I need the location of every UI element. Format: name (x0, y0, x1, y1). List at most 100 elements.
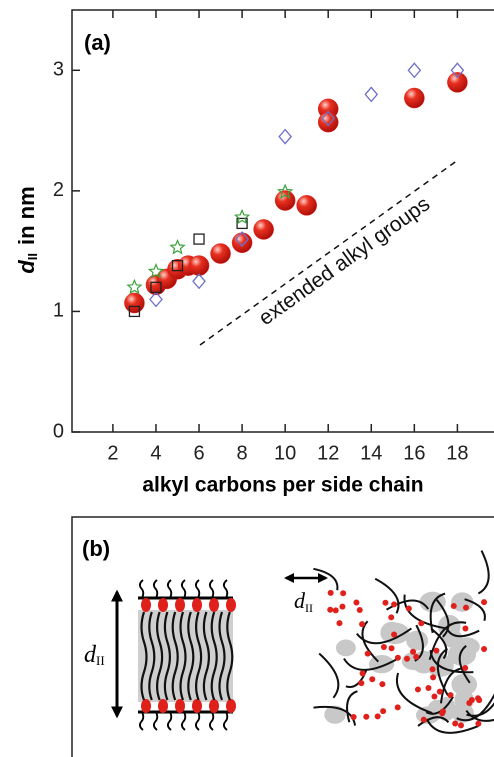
head-dot (369, 676, 376, 683)
head-dot (364, 650, 371, 657)
blob (335, 639, 356, 657)
sphere-marker (296, 195, 317, 216)
chain (425, 718, 479, 734)
alkyl-chain (187, 611, 195, 701)
x-tick-label: 2 (107, 442, 118, 464)
head-dot (462, 625, 469, 632)
y-label-unit: in nm (14, 186, 39, 245)
head-group (158, 699, 168, 713)
head-dot (413, 653, 420, 660)
disordered-network (313, 550, 494, 734)
head-group (141, 699, 151, 713)
head-dot (339, 603, 346, 610)
blob (406, 630, 429, 651)
chain (385, 599, 430, 611)
y-tick-label: 3 (53, 59, 64, 81)
chain (436, 647, 449, 697)
chain (346, 690, 358, 723)
chain-end (166, 579, 173, 599)
head-dot (450, 603, 457, 610)
panel-b: (b) dII dII (71, 516, 494, 757)
head-group (226, 699, 236, 713)
x-tick-label: 18 (446, 442, 468, 464)
head-dot (327, 589, 334, 596)
chain (429, 592, 446, 634)
star-marker (147, 263, 165, 279)
sphere-marker (124, 292, 145, 314)
chain-end (194, 579, 201, 599)
x-tick-label: 14 (360, 442, 382, 464)
diamond-marker (407, 62, 422, 79)
head-dot (410, 648, 417, 655)
head-dot (340, 590, 347, 597)
head-group (175, 699, 185, 713)
diamond-marker (278, 128, 293, 145)
head-dot (462, 604, 469, 611)
diamond-marker (364, 86, 379, 103)
chain (313, 705, 357, 726)
head-dot (388, 645, 395, 652)
diamond-marker (450, 62, 465, 79)
head-dot (481, 646, 488, 653)
chain (396, 672, 433, 715)
annotation: extended alkyl groups (255, 192, 435, 330)
head-dot (433, 647, 440, 654)
sphere-marker (274, 190, 296, 211)
head-dot (418, 620, 425, 627)
head-dot (475, 695, 482, 702)
chain-end (222, 711, 229, 731)
head-dot (405, 605, 412, 612)
chain (403, 594, 446, 630)
head-dot (327, 606, 334, 613)
alkyl-chain (171, 611, 179, 701)
star-marker (126, 278, 143, 295)
head-dot (475, 720, 482, 727)
d-label: dII (84, 642, 105, 668)
axes-frame (71, 9, 494, 433)
head-dot (447, 692, 454, 699)
trend-line (199, 159, 459, 346)
panel-b-label: (b) (82, 536, 110, 561)
head-dot (353, 599, 360, 606)
head-dot (363, 713, 370, 720)
blob (368, 654, 395, 674)
head-dot (382, 599, 389, 606)
x-tick-label: 6 (193, 442, 204, 464)
y-axis-label: dII in nm (14, 186, 41, 273)
x-axis-label: alkyl carbons per side chain (142, 474, 423, 497)
head-dot (374, 713, 381, 720)
chain (456, 693, 494, 722)
square-marker (128, 305, 141, 318)
chain (464, 598, 486, 622)
star-marker (233, 208, 251, 225)
square-marker (193, 233, 205, 245)
chain-end (180, 711, 187, 731)
head-dot (359, 621, 366, 628)
head-dot (356, 607, 363, 614)
diamond-marker (321, 110, 336, 127)
head-dot (359, 670, 366, 677)
alkyl-chain (156, 611, 164, 701)
head-dot (336, 620, 343, 627)
sphere-marker (188, 255, 210, 276)
chain (477, 550, 490, 595)
star-marker (169, 238, 186, 255)
head-dot (420, 716, 427, 723)
scatter-chart: (a) alkyl carbons per side chain dII in n… (14, 9, 494, 497)
alkyl-chain (202, 611, 210, 701)
head-dot (425, 685, 432, 692)
head-dot (388, 614, 395, 621)
head-group (209, 699, 219, 713)
alkyl-chain (179, 611, 187, 701)
head-dot (332, 607, 339, 614)
panel-label: (a) (84, 30, 111, 55)
d-label-2: dII (294, 588, 313, 615)
alkyl-chain (210, 611, 218, 701)
head-group (192, 699, 202, 713)
x-tick-label: 16 (403, 442, 425, 464)
y-tick-label: 1 (53, 300, 64, 322)
panel-b-frame (71, 516, 494, 757)
chain (318, 652, 340, 699)
sphere-marker (447, 72, 468, 93)
head-dot (350, 713, 357, 720)
